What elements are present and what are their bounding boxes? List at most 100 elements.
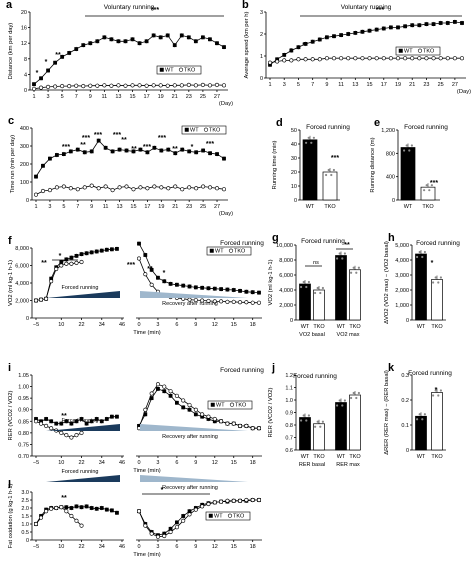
- panel-c-series-tko-point: [187, 185, 192, 190]
- panel-a-series-tko-point: [137, 83, 142, 88]
- panel-h-y-tick-label: 1,000: [395, 303, 409, 309]
- panel-c-series-wt-point: [215, 152, 219, 157]
- panel-f-forced-running-wedge: [46, 291, 120, 298]
- panel-f-series-wt-recovery-point: [137, 241, 141, 246]
- panel-c-series-wt-point: [194, 150, 199, 155]
- panel-f-series-wt-exercise-point: [94, 249, 99, 254]
- panel-f-y-tick-label: 6,000: [15, 264, 29, 270]
- panel-k-y-tick-label: 0: [406, 448, 409, 454]
- panel-e-dot: [410, 144, 413, 147]
- panel-d-dot: [305, 141, 308, 144]
- panel-a-y-tick-label: 20: [21, 10, 27, 16]
- panel-c-series-wt-point: [222, 156, 226, 161]
- panel-c-series-tko-point: [194, 186, 199, 191]
- panel-b-series-wt-point: [317, 37, 322, 42]
- panel-h-title: Forced running: [416, 240, 460, 247]
- panel-a-series-wt-point: [130, 37, 135, 42]
- panel-i-y-tick-label: 0.85: [18, 419, 29, 425]
- panel-b-series-wt-point: [339, 33, 344, 38]
- panel-h-y-label: ΔVO2 (VO2 max) − (VO2 basal): [384, 241, 390, 324]
- panel-l-series-wt-exercise-point: [115, 510, 119, 515]
- panel-c-significance: **: [80, 142, 86, 149]
- panel-c-series-wt-point: [110, 149, 115, 154]
- panel-c-significance: ***: [206, 141, 214, 148]
- panel-f-y-tick-label: 4,000: [15, 281, 29, 287]
- panel-a-series-tko-point: [74, 83, 79, 88]
- panel-g-dot: [350, 271, 353, 274]
- panel-k-y-tick-label: 0.3: [401, 373, 409, 379]
- panel-c-series-wt-point: [159, 148, 164, 153]
- panel-c-series-tko-point: [180, 187, 185, 192]
- panel-g-x-tick-label: WT: [337, 324, 346, 330]
- panel-i-series-tko-recovery-point: [193, 407, 198, 412]
- panel-i-series-wt-exercise-point: [115, 414, 119, 419]
- panel-f-series-wt-recovery-point: [181, 283, 186, 288]
- panel-e-dot: [405, 144, 408, 147]
- panel-a-significance: *: [45, 59, 48, 66]
- panel-b-series-wt-point: [353, 30, 358, 35]
- panel-b-series-tko-point: [353, 56, 358, 61]
- panel-j-dot: [352, 391, 355, 395]
- panel-f-forced-running-label: Forced running: [62, 285, 99, 291]
- panel-f-series-tko-recovery-point: [149, 282, 154, 287]
- panel-a-series-tko-point: [172, 83, 177, 88]
- panel-a-x-label: (Day): [219, 101, 233, 107]
- panel-c-significance: ***: [113, 132, 121, 139]
- panel-d-dot: [307, 136, 310, 139]
- panel-a-y-tick-label: 16: [21, 26, 27, 32]
- panel-j-group-label: RER basal: [299, 462, 325, 468]
- panel-i-series-tko-recovery-point: [238, 423, 243, 428]
- panel-l-x-tick-label: 0: [137, 544, 140, 550]
- panel-i-series-tko-exercise-point: [44, 423, 49, 428]
- panel-f-series-tko-recovery-point: [143, 272, 148, 277]
- panel-a-series-tko-point: [46, 84, 51, 89]
- panel-g-significance: ns: [313, 260, 319, 266]
- panel-d-y-tick-label: 30: [291, 156, 297, 162]
- panel-l-series-tko-exercise-line: [35, 506, 82, 526]
- panel-c-series-wt-point: [61, 152, 66, 157]
- panel-i-series-tko-recovery-point: [162, 384, 167, 389]
- panel-b-series-wt-point: [282, 52, 287, 57]
- panel-c-series-wt-point: [117, 147, 122, 152]
- panel-c-series-tko-point: [54, 185, 59, 190]
- panel-i-legend-tko-marker: [229, 402, 235, 407]
- panel-k-y-tick-label: 0.2: [401, 398, 409, 404]
- panel-l-series-tko-recovery-point: [162, 533, 167, 538]
- panel-l-series-wt-exercise-point: [74, 504, 79, 509]
- panel-a-series-tko-point: [88, 83, 93, 88]
- panel-i-series-tko-recovery-point: [181, 398, 186, 403]
- panel-i-y-tick-label: 0.95: [18, 396, 29, 402]
- panel-j-y-tick-label: 0.6: [285, 448, 293, 454]
- panel-i-series-tko-exercise-point: [64, 433, 69, 438]
- panel-e-title: Forced running: [404, 124, 448, 131]
- panel-f-series-wt-recovery-point: [244, 289, 249, 294]
- panel-f-legend-wt-label: WT: [215, 249, 224, 255]
- panel-h-dot: [418, 250, 421, 254]
- panel-h-y-tick-label: 2,000: [395, 288, 409, 294]
- panel-a-series-wt-point: [137, 41, 142, 46]
- panel-b-series-wt-point: [303, 41, 308, 46]
- panel-f-significance: **: [147, 266, 153, 273]
- panel-b-significance: ***: [376, 7, 384, 14]
- panel-label-g: g: [272, 232, 279, 244]
- panel-a-series-tko-point: [165, 83, 170, 88]
- panel-k-dot: [437, 394, 440, 397]
- panel-l-x-tick-label: 6: [175, 544, 178, 550]
- panel-i-significance: **: [61, 413, 67, 420]
- panel-h-x-tick-label: TKO: [431, 324, 443, 330]
- panel-b-series-wt-point: [374, 27, 379, 32]
- panel-i-series-tko-recovery-point: [256, 426, 261, 431]
- panel-e-y-tick-label: 400: [386, 175, 395, 181]
- panel-c-series-wt-point: [82, 150, 87, 155]
- panel-h-dot: [437, 281, 440, 284]
- panel-c-x-tick-label: 23: [186, 204, 192, 210]
- panel-l-legend-wt-label: WT: [214, 514, 223, 520]
- panel-l-series-wt-recovery-point: [181, 514, 186, 518]
- panel-g-y-tick-label: 0: [290, 318, 293, 324]
- panel-c-significance: ***: [158, 135, 166, 142]
- panel-b-significance: *: [290, 48, 293, 55]
- panel-c-x-tick-label: 1: [34, 204, 37, 210]
- panel-f-series-wt-exercise-point: [69, 255, 74, 260]
- panel-i-series-wt-recovery-point: [174, 400, 179, 405]
- panel-f-x-tick-label: 46: [119, 322, 125, 328]
